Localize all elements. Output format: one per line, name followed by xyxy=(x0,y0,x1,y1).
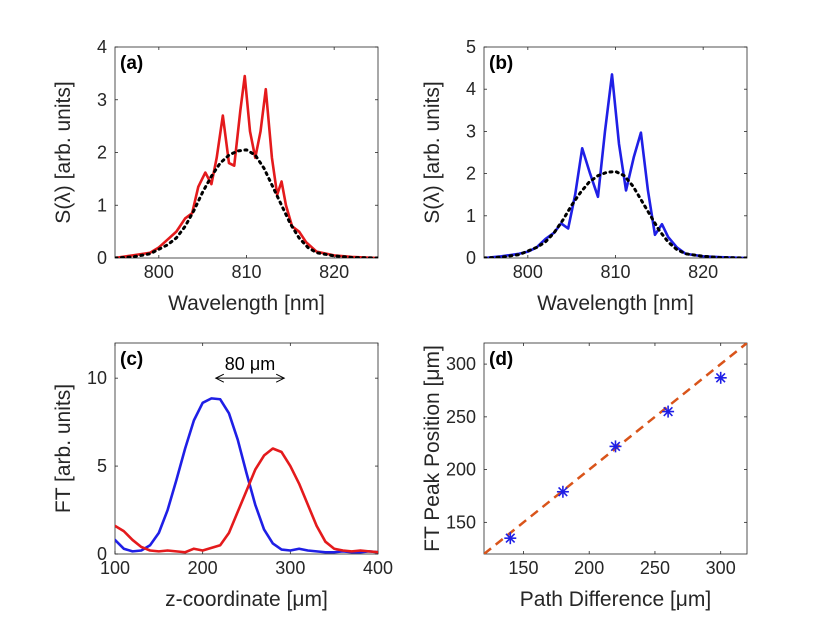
panel-label: (c) xyxy=(120,349,143,370)
x-tick-label: 300 xyxy=(275,558,305,578)
x-tick-label: 250 xyxy=(640,558,670,578)
data-point-asterisk xyxy=(662,405,675,418)
y-axis-label: FT Peak Position [μm] xyxy=(421,345,444,552)
y-tick-label: 4 xyxy=(466,79,476,99)
x-tick-label: 100 xyxy=(100,558,130,578)
series-line-red xyxy=(115,447,378,554)
asterisk-stroke xyxy=(715,372,726,383)
asterisk-stroke xyxy=(558,486,568,497)
x-tick-label: 810 xyxy=(600,262,630,282)
data-point-asterisk xyxy=(609,440,622,453)
panel-b: 800 810 820 0 1 2 3 4 5 Wavelength [nm] S(λ) [arb.… xyxy=(421,37,748,315)
panel-label: (b) xyxy=(489,53,513,74)
panel-label: (a) xyxy=(120,53,143,74)
data-point-asterisk xyxy=(556,485,569,498)
arrow-head-right xyxy=(275,373,286,383)
y-tick-label: 0 xyxy=(97,544,107,564)
y-tick-label: 2 xyxy=(466,164,476,184)
asterisk-stroke xyxy=(610,441,621,452)
x-tick-label: 800 xyxy=(144,262,174,282)
x-tick-label: 800 xyxy=(513,262,543,282)
asterisk-stroke xyxy=(663,406,673,417)
x-tick-label: 820 xyxy=(688,262,718,282)
y-tick-label: 150 xyxy=(446,512,476,532)
panel-label: (d) xyxy=(489,349,513,370)
data-point-asterisk xyxy=(714,371,727,384)
panel-d: 150 200 250 300 150 200 250 300 Path Difference … xyxy=(421,342,748,611)
x-axis-label: Wavelength [nm] xyxy=(168,292,325,315)
series-line-measured-spectrum xyxy=(484,73,747,258)
y-tick-label: 300 xyxy=(446,354,476,374)
y-tick-label: 1 xyxy=(466,206,476,226)
axes-box xyxy=(483,342,748,555)
x-axis-label: Path Difference [μm] xyxy=(520,588,711,611)
series-line-envelope xyxy=(115,148,378,258)
x-tick-label: 810 xyxy=(231,262,261,282)
y-tick-label: 0 xyxy=(97,248,107,268)
y-tick-label: 200 xyxy=(446,460,476,480)
y-axis-label: S(λ) [arb. units] xyxy=(52,81,75,223)
x-tick-label: 820 xyxy=(319,262,349,282)
x-tick-label: 300 xyxy=(706,558,736,578)
data-point-asterisk xyxy=(504,532,517,545)
plot-area xyxy=(115,397,378,554)
plot-area xyxy=(115,74,378,258)
x-tick-label: 200 xyxy=(188,558,218,578)
axes-box xyxy=(483,46,748,259)
y-tick-label: 5 xyxy=(466,37,476,57)
y-tick-label: 250 xyxy=(446,407,476,427)
x-tick-label: 150 xyxy=(508,558,538,578)
axes-box xyxy=(114,342,379,555)
arrow-head-left xyxy=(214,373,225,383)
y-tick-label: 5 xyxy=(97,456,107,476)
asterisk-stroke xyxy=(505,533,516,544)
annotation-label: 80 μm xyxy=(225,354,275,374)
y-axis-label: FT [arb. units] xyxy=(52,384,75,513)
panel-a: 800 810 820 0 1 2 3 4 Wavelength [nm] S(λ) [arb. … xyxy=(52,37,379,315)
plot-area xyxy=(484,73,747,258)
x-axis-label: Wavelength [nm] xyxy=(537,292,694,315)
series-line-blue xyxy=(115,397,378,554)
y-axis-label: S(λ) [arb. units] xyxy=(421,81,444,223)
x-axis-label: z-coordinate [μm] xyxy=(165,588,328,611)
y-tick-label: 3 xyxy=(97,90,107,110)
series-line-measured-spectrum xyxy=(115,74,378,258)
x-tick-label: 400 xyxy=(363,558,393,578)
y-tick-label: 3 xyxy=(466,121,476,141)
y-tick-label: 1 xyxy=(97,195,107,215)
y-tick-label: 4 xyxy=(97,37,107,57)
y-tick-label: 2 xyxy=(97,143,107,163)
series-line-envelope xyxy=(484,169,747,258)
x-tick-label: 200 xyxy=(574,558,604,578)
annotation-arrow xyxy=(214,373,286,383)
panel-c: 100 200 300 400 0 5 10 z-coordinate [μm] FT [arb… xyxy=(52,342,393,611)
axes-box xyxy=(114,46,379,259)
y-tick-label: 0 xyxy=(466,248,476,268)
y-tick-label: 10 xyxy=(87,368,107,388)
